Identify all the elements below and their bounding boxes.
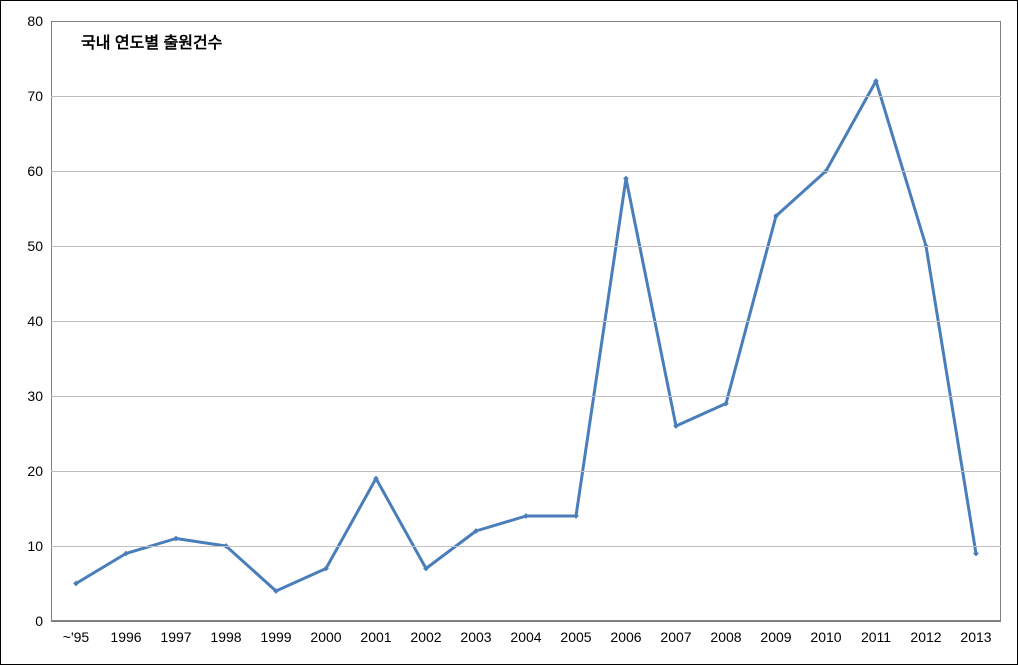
- y-tick-label: 0: [35, 613, 43, 629]
- gridline: [51, 546, 1001, 547]
- x-tick-label: 2000: [310, 629, 341, 645]
- gridline: [51, 621, 1001, 622]
- gridline: [51, 246, 1001, 247]
- x-tick-label: 2002: [410, 629, 441, 645]
- x-tick-label: 1998: [210, 629, 241, 645]
- data-marker: [573, 513, 579, 519]
- x-tick-label: 2010: [810, 629, 841, 645]
- x-tick-label: 2001: [360, 629, 391, 645]
- x-tick-label: 1996: [110, 629, 141, 645]
- y-tick-label: 80: [27, 13, 43, 29]
- x-tick-label: 2011: [861, 629, 891, 645]
- gridline: [51, 21, 1001, 22]
- y-tick-label: 20: [27, 463, 43, 479]
- y-tick-label: 50: [27, 238, 43, 254]
- x-tick-label: ~'95: [63, 629, 89, 645]
- gridline: [51, 96, 1001, 97]
- x-tick-label: 2012: [910, 629, 941, 645]
- y-tick-label: 30: [27, 388, 43, 404]
- x-tick-label: 2003: [460, 629, 491, 645]
- x-tick-label: 1997: [160, 629, 191, 645]
- y-tick-label: 10: [27, 538, 43, 554]
- plot-area: 01020304050607080~'951996199719981999200…: [51, 21, 1001, 621]
- gridline: [51, 321, 1001, 322]
- x-tick-label: 2009: [760, 629, 791, 645]
- x-tick-label: 2005: [560, 629, 591, 645]
- gridline: [51, 396, 1001, 397]
- data-marker: [973, 551, 979, 557]
- x-tick-label: 2006: [610, 629, 641, 645]
- y-tick-label: 70: [27, 88, 43, 104]
- y-tick-label: 40: [27, 313, 43, 329]
- x-tick-label: 2008: [710, 629, 741, 645]
- x-tick-label: 1999: [260, 629, 291, 645]
- line-chart: 국내 연도별 출원건수 01020304050607080~'951996199…: [0, 0, 1018, 665]
- x-tick-label: 2007: [660, 629, 691, 645]
- data-marker: [623, 176, 629, 182]
- x-tick-label: 2013: [960, 629, 991, 645]
- x-tick-label: 2004: [510, 629, 541, 645]
- gridline: [51, 171, 1001, 172]
- gridline: [51, 471, 1001, 472]
- y-tick-label: 60: [27, 163, 43, 179]
